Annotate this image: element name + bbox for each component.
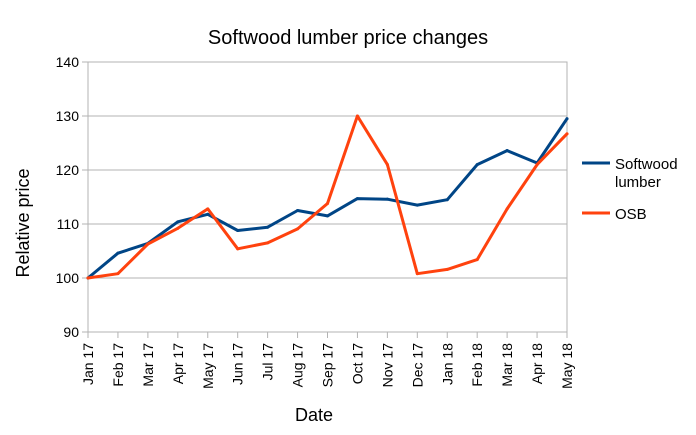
data-point (505, 149, 509, 153)
data-point (475, 163, 479, 167)
x-tick-label: Apr 17 (170, 343, 186, 384)
y-tick-label: 110 (57, 216, 80, 232)
series-line (86, 114, 569, 280)
chart-title: Softwood lumber price changes (208, 27, 488, 49)
data-point (385, 163, 389, 167)
x-axis-ticks: Jan 17 Feb 17 Mar 17 Apr 17 May 17 Jun 17 Jul … (80, 332, 575, 389)
y-axis-ticks: 90 100 110 120 130 140 (56, 54, 88, 340)
data-point (355, 114, 359, 118)
x-tick-label: Nov 17 (379, 343, 395, 388)
data-point (206, 212, 210, 216)
data-point (355, 197, 359, 201)
y-tick-label: 140 (56, 54, 80, 70)
legend-label: Softwood (615, 156, 678, 173)
data-point (415, 272, 419, 276)
x-tick-label: Feb 18 (469, 343, 485, 387)
data-point (176, 226, 180, 230)
data-point (266, 241, 270, 245)
x-tick-label: Feb 17 (110, 343, 126, 387)
data-point (296, 209, 300, 212)
data-point (86, 276, 90, 280)
data-point (266, 225, 270, 229)
legend-label: OSB (615, 206, 647, 223)
y-axis-label: Relative price (13, 168, 33, 277)
x-tick-label: May 18 (559, 343, 575, 389)
data-point (236, 228, 240, 232)
data-point (326, 214, 329, 218)
data-point (176, 220, 180, 224)
x-tick-label: Jan 17 (80, 343, 96, 385)
x-tick-label: Sep 17 (320, 343, 336, 388)
y-tick-label: 100 (56, 270, 80, 286)
y-tick-label: 130 (56, 108, 80, 124)
data-point (326, 201, 329, 205)
data-point (296, 227, 300, 231)
y-tick-label: 90 (63, 324, 79, 340)
grid-lines (88, 61, 567, 333)
x-axis-label: Date (295, 405, 333, 425)
data-point (415, 203, 419, 207)
data-point (116, 251, 120, 255)
plot-area (87, 61, 568, 333)
data-point (565, 132, 569, 136)
data-point (236, 247, 240, 251)
x-tick-label: Jul 17 (260, 343, 276, 381)
x-tick-label: Aug 17 (290, 343, 306, 388)
data-point (445, 267, 449, 271)
x-tick-label: Apr 18 (529, 343, 545, 384)
x-tick-label: Dec 17 (409, 343, 425, 388)
x-tick-label: Oct 17 (349, 343, 365, 384)
data-point (565, 117, 569, 121)
x-tick-label: May 17 (200, 343, 216, 389)
data-point (445, 198, 449, 202)
series-line (86, 117, 569, 280)
data-point (505, 207, 509, 211)
data-point (475, 258, 479, 262)
data-point (206, 207, 210, 211)
data-point (535, 163, 539, 167)
data-point (385, 197, 389, 201)
y-tick-label: 120 (56, 162, 80, 178)
x-tick-label: Jan 18 (439, 343, 455, 385)
data-point (146, 242, 150, 246)
x-tick-label: Mar 17 (140, 343, 156, 387)
legend-label: lumber (615, 174, 661, 191)
x-tick-label: Jun 17 (230, 343, 246, 385)
x-tick-label: Mar 18 (499, 343, 515, 387)
data-point (116, 272, 120, 276)
series-layer (86, 114, 569, 280)
